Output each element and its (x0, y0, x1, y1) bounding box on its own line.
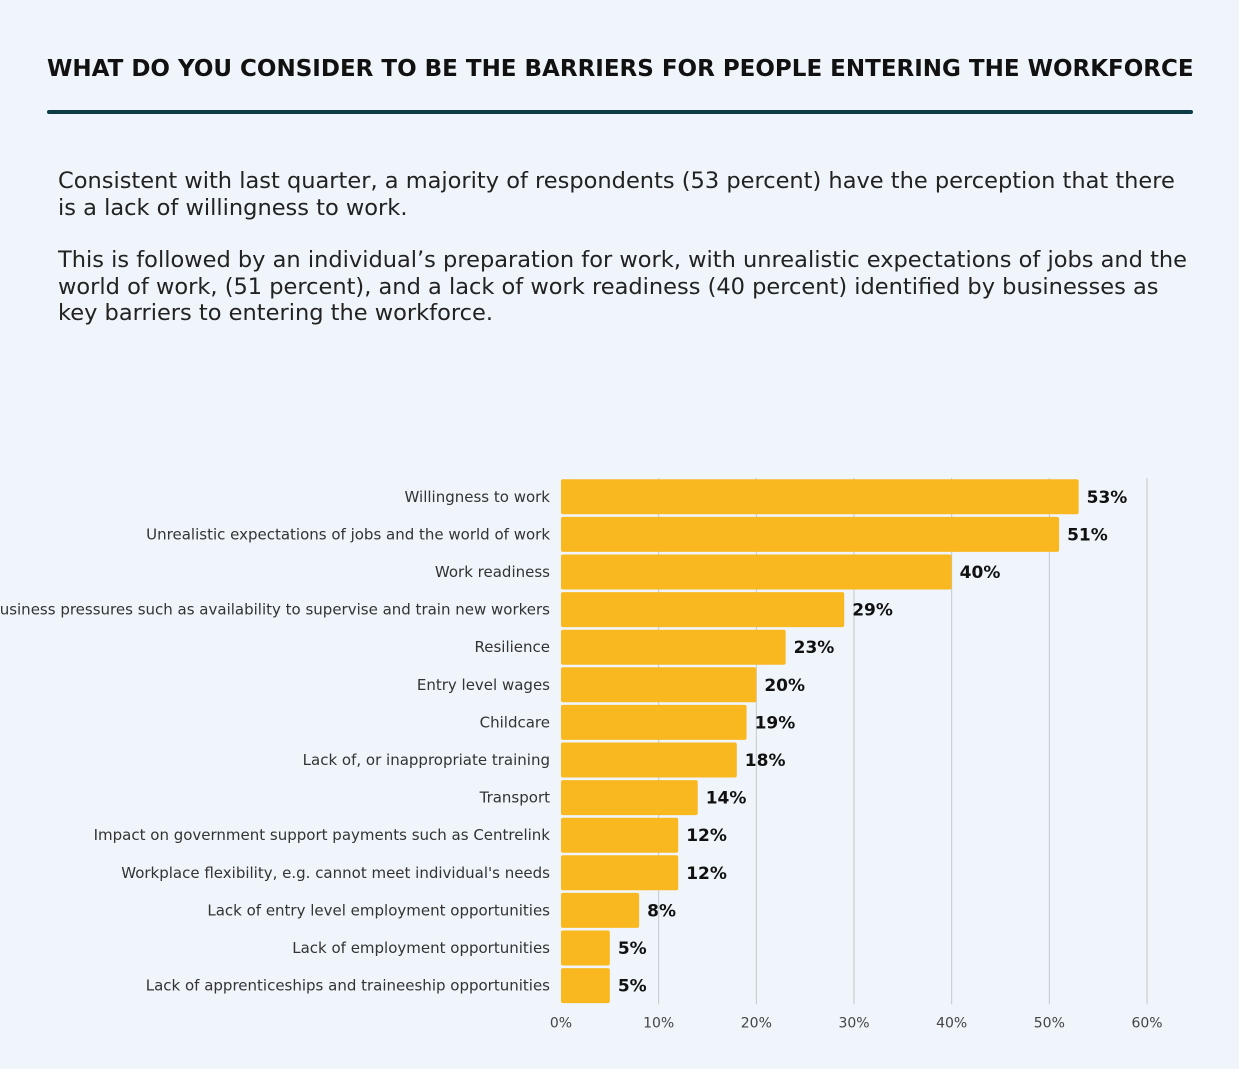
bar (561, 667, 757, 703)
category-label: Unrealistic expectations of jobs and the… (146, 525, 550, 543)
bar (561, 516, 1060, 552)
category-label: Work readiness (435, 563, 550, 581)
category-label: Transport (479, 789, 551, 807)
bar (561, 742, 737, 778)
bar (561, 892, 640, 928)
title-divider (47, 110, 1193, 114)
category-label: Workplace flexibility, e.g. cannot meet … (121, 864, 550, 882)
x-tick-label: 40% (936, 1015, 967, 1031)
page-title: WHAT DO YOU CONSIDER TO BE THE BARRIERS … (47, 56, 1194, 82)
category-label: Lack of, or inappropriate training (303, 751, 550, 769)
bar (561, 780, 698, 816)
bar (561, 629, 786, 665)
data-label: 5% (618, 939, 647, 959)
intro-paragraph-2: This is followed by an individual’s prep… (58, 247, 1188, 326)
x-tick-label: 60% (1131, 1015, 1162, 1031)
intro-text: Consistent with last quarter, a majority… (58, 168, 1188, 353)
data-label: 40% (960, 563, 1001, 583)
category-label: Entry level wages (417, 676, 550, 694)
category-label: Impact on government support payments su… (94, 826, 551, 844)
data-label: 20% (764, 676, 805, 696)
x-tick-label: 10% (643, 1015, 674, 1031)
data-label: 14% (706, 789, 747, 809)
bar (561, 930, 610, 966)
bar (561, 592, 845, 628)
data-label: 29% (852, 601, 893, 621)
data-label: 8% (647, 901, 676, 921)
category-label: Resilience (474, 638, 550, 656)
data-label: 12% (686, 826, 727, 846)
x-tick-label: 30% (838, 1015, 869, 1031)
barriers-bar-chart: Willingness to work 53% Unrealistic expect… (0, 478, 1163, 1031)
data-label: 12% (686, 864, 727, 884)
x-tick-label: 0% (550, 1015, 572, 1031)
bar (561, 554, 952, 590)
data-label: 19% (755, 713, 796, 733)
bar (561, 855, 679, 891)
x-tick-label: 20% (741, 1015, 772, 1031)
category-label: Willingness to work (405, 488, 551, 506)
data-label: 51% (1067, 525, 1108, 545)
category-label: Business pressures such as availability … (0, 601, 550, 619)
bar (561, 479, 1079, 515)
x-tick-label: 50% (1034, 1015, 1065, 1031)
data-label: 5% (618, 977, 647, 997)
data-label: 18% (745, 751, 786, 771)
category-label: Lack of entry level employment opportuni… (207, 901, 550, 919)
bar (561, 704, 747, 740)
bar (561, 968, 610, 1004)
category-label: Childcare (480, 713, 550, 731)
bar (561, 817, 679, 853)
category-label: Lack of apprenticeships and traineeship … (146, 977, 550, 995)
intro-paragraph-1: Consistent with last quarter, a majority… (58, 168, 1175, 221)
data-label: 53% (1087, 488, 1128, 508)
data-label: 23% (794, 638, 835, 658)
category-label: Lack of employment opportunities (292, 939, 550, 957)
